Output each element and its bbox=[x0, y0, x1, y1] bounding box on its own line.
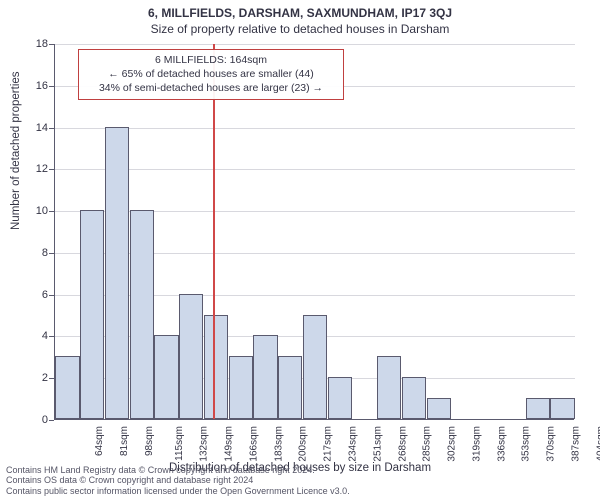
y-tick-label: 8 bbox=[18, 247, 48, 259]
y-tick-mark bbox=[49, 253, 54, 254]
grid-line bbox=[55, 169, 575, 170]
histogram-bar bbox=[427, 398, 451, 419]
grid-line bbox=[55, 128, 575, 129]
x-tick-label: 285sqm bbox=[422, 426, 433, 462]
y-tick-mark bbox=[49, 336, 54, 337]
x-tick-label: 81sqm bbox=[119, 426, 130, 456]
histogram-bar bbox=[154, 335, 178, 419]
x-tick-label: 404sqm bbox=[595, 426, 600, 462]
y-tick-mark bbox=[49, 378, 54, 379]
y-tick-label: 6 bbox=[18, 289, 48, 301]
x-tick-label: 251sqm bbox=[372, 426, 383, 462]
y-tick-label: 2 bbox=[18, 372, 48, 384]
chart-title-sub: Size of property relative to detached ho… bbox=[0, 20, 600, 36]
y-tick-label: 4 bbox=[18, 330, 48, 342]
x-tick-label: 302sqm bbox=[447, 426, 458, 462]
y-tick-mark bbox=[49, 169, 54, 170]
marker-line bbox=[213, 44, 215, 419]
histogram-bar bbox=[55, 356, 79, 419]
histogram-bar bbox=[402, 377, 426, 419]
grid-line bbox=[55, 44, 575, 45]
histogram-bar bbox=[204, 315, 228, 419]
x-tick-label: 64sqm bbox=[94, 426, 105, 456]
y-tick-label: 14 bbox=[18, 122, 48, 134]
chart-area: 02468101214161864sqm81sqm98sqm115sqm132s… bbox=[54, 44, 574, 420]
histogram-bar bbox=[303, 315, 327, 419]
x-tick-label: 387sqm bbox=[570, 426, 581, 462]
chart-title-main: 6, MILLFIELDS, DARSHAM, SAXMUNDHAM, IP17… bbox=[0, 0, 600, 20]
x-tick-label: 217sqm bbox=[323, 426, 334, 462]
y-tick-label: 10 bbox=[18, 205, 48, 217]
x-tick-label: 115sqm bbox=[174, 426, 185, 461]
x-tick-label: 98sqm bbox=[144, 426, 155, 456]
x-tick-label: 336sqm bbox=[496, 426, 507, 462]
x-tick-label: 132sqm bbox=[199, 426, 210, 462]
plot-area: 02468101214161864sqm81sqm98sqm115sqm132s… bbox=[54, 44, 574, 420]
x-tick-label: 370sqm bbox=[546, 426, 557, 462]
histogram-bar bbox=[130, 210, 154, 419]
footer-line-3: Contains public sector information licen… bbox=[6, 486, 594, 497]
y-tick-mark bbox=[49, 86, 54, 87]
histogram-bar bbox=[229, 356, 253, 419]
x-tick-label: 319sqm bbox=[471, 426, 482, 462]
histogram-bar bbox=[105, 127, 129, 419]
histogram-bar bbox=[80, 210, 104, 419]
histogram-bar bbox=[179, 294, 203, 419]
x-tick-label: 183sqm bbox=[273, 426, 284, 462]
x-tick-label: 268sqm bbox=[397, 426, 408, 462]
histogram-bar bbox=[278, 356, 302, 419]
info-box: 6 MILLFIELDS: 164sqm ← 65% of detached h… bbox=[78, 49, 344, 100]
histogram-bar bbox=[377, 356, 401, 419]
y-tick-mark bbox=[49, 211, 54, 212]
y-tick-label: 12 bbox=[18, 163, 48, 175]
info-line-3: 34% of semi-detached houses are larger (… bbox=[85, 81, 337, 95]
histogram-bar bbox=[253, 335, 277, 419]
y-tick-mark bbox=[49, 128, 54, 129]
histogram-bar bbox=[328, 377, 352, 419]
histogram-bar bbox=[526, 398, 550, 419]
y-tick-mark bbox=[49, 44, 54, 45]
y-tick-label: 0 bbox=[18, 414, 48, 426]
x-tick-label: 234sqm bbox=[348, 426, 359, 462]
footer-line-1: Contains HM Land Registry data © Crown c… bbox=[6, 465, 594, 476]
info-line-2: ← 65% of detached houses are smaller (44… bbox=[85, 67, 337, 81]
y-tick-mark bbox=[49, 295, 54, 296]
y-tick-label: 18 bbox=[18, 38, 48, 50]
x-tick-label: 149sqm bbox=[224, 426, 235, 462]
x-tick-label: 353sqm bbox=[521, 426, 532, 462]
y-tick-label: 16 bbox=[18, 80, 48, 92]
x-tick-label: 166sqm bbox=[249, 426, 260, 462]
y-tick-mark bbox=[49, 420, 54, 421]
footer-attribution: Contains HM Land Registry data © Crown c… bbox=[6, 465, 594, 497]
histogram-bar bbox=[550, 398, 574, 419]
info-line-1: 6 MILLFIELDS: 164sqm bbox=[85, 53, 337, 67]
x-tick-label: 200sqm bbox=[298, 426, 309, 462]
footer-line-2: Contains OS data © Crown copyright and d… bbox=[6, 475, 594, 486]
